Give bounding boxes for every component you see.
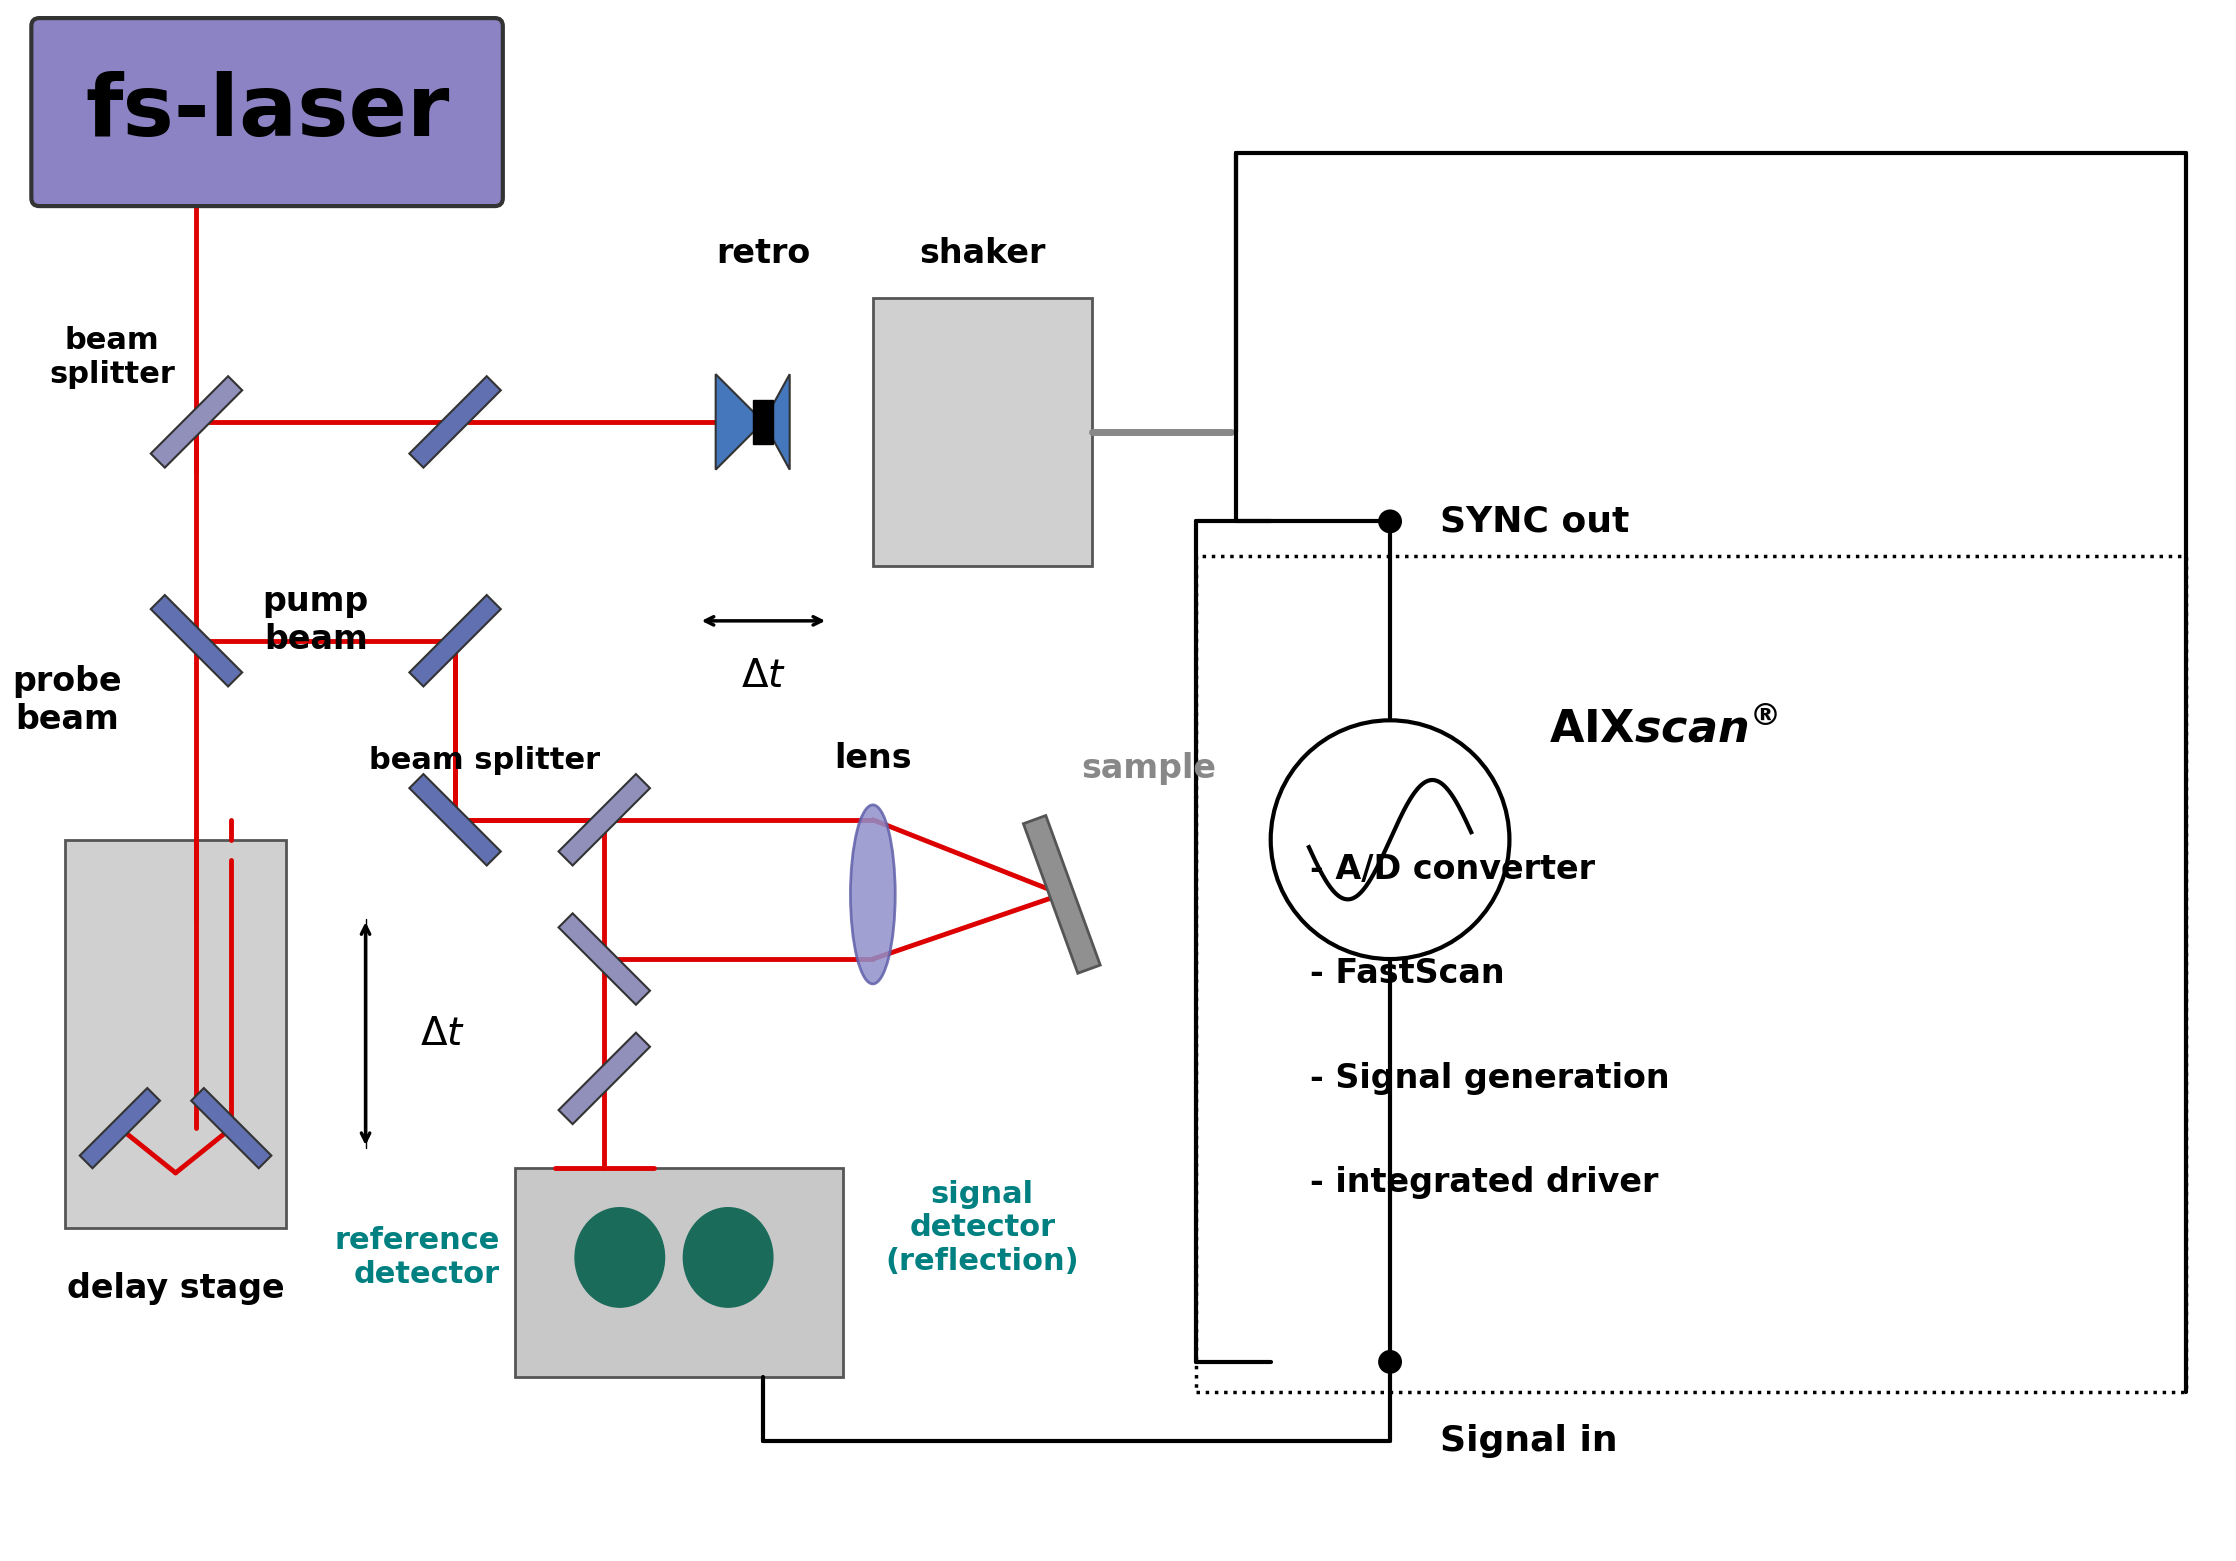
Text: AIX$\bfit{scan}$$^{\mathregular{®}}$: AIX$\bfit{scan}$$^{\mathregular{®}}$ xyxy=(1550,709,1778,752)
Text: - integrated driver: - integrated driver xyxy=(1310,1166,1659,1199)
Polygon shape xyxy=(150,595,241,687)
Text: retro: retro xyxy=(716,237,809,270)
Polygon shape xyxy=(409,774,501,865)
Text: beam splitter: beam splitter xyxy=(369,746,601,774)
Ellipse shape xyxy=(684,1208,774,1307)
Text: shaker: shaker xyxy=(919,237,1046,270)
Text: SYNC out: SYNC out xyxy=(1440,504,1630,539)
FancyBboxPatch shape xyxy=(31,19,503,206)
Text: $\Delta t$: $\Delta t$ xyxy=(740,657,785,695)
Text: - Signal generation: - Signal generation xyxy=(1310,1061,1670,1094)
Text: signal
detector
(reflection): signal detector (reflection) xyxy=(885,1180,1080,1275)
Text: fs-laser: fs-laser xyxy=(85,70,449,153)
Circle shape xyxy=(1377,1350,1402,1374)
Polygon shape xyxy=(80,1088,161,1168)
Polygon shape xyxy=(716,375,762,470)
Bar xyxy=(1196,556,2187,1392)
Ellipse shape xyxy=(850,805,894,983)
Bar xyxy=(65,840,286,1227)
Bar xyxy=(754,400,774,443)
Text: Signal in: Signal in xyxy=(1440,1425,1617,1458)
Text: reference
detector: reference detector xyxy=(335,1225,501,1289)
Polygon shape xyxy=(559,1033,651,1124)
Text: - A/D converter: - A/D converter xyxy=(1310,852,1597,887)
Circle shape xyxy=(1377,509,1402,534)
Text: - FastScan: - FastScan xyxy=(1310,957,1505,991)
Polygon shape xyxy=(559,913,651,1005)
Bar xyxy=(514,1168,843,1377)
Text: $\Delta t$: $\Delta t$ xyxy=(420,1015,465,1052)
Polygon shape xyxy=(409,376,501,468)
Text: sample: sample xyxy=(1082,752,1216,785)
Polygon shape xyxy=(150,376,241,468)
Text: pump
beam: pump beam xyxy=(262,585,369,657)
Polygon shape xyxy=(192,1088,271,1168)
Text: beam
splitter: beam splitter xyxy=(49,326,174,389)
Polygon shape xyxy=(762,375,789,470)
Circle shape xyxy=(1270,720,1509,958)
Ellipse shape xyxy=(575,1208,664,1307)
Polygon shape xyxy=(559,774,651,865)
Polygon shape xyxy=(1024,815,1100,973)
Text: delay stage: delay stage xyxy=(67,1272,284,1305)
Polygon shape xyxy=(409,595,501,687)
Text: probe
beam: probe beam xyxy=(13,665,123,737)
Bar xyxy=(872,298,1091,567)
Text: lens: lens xyxy=(834,741,912,774)
